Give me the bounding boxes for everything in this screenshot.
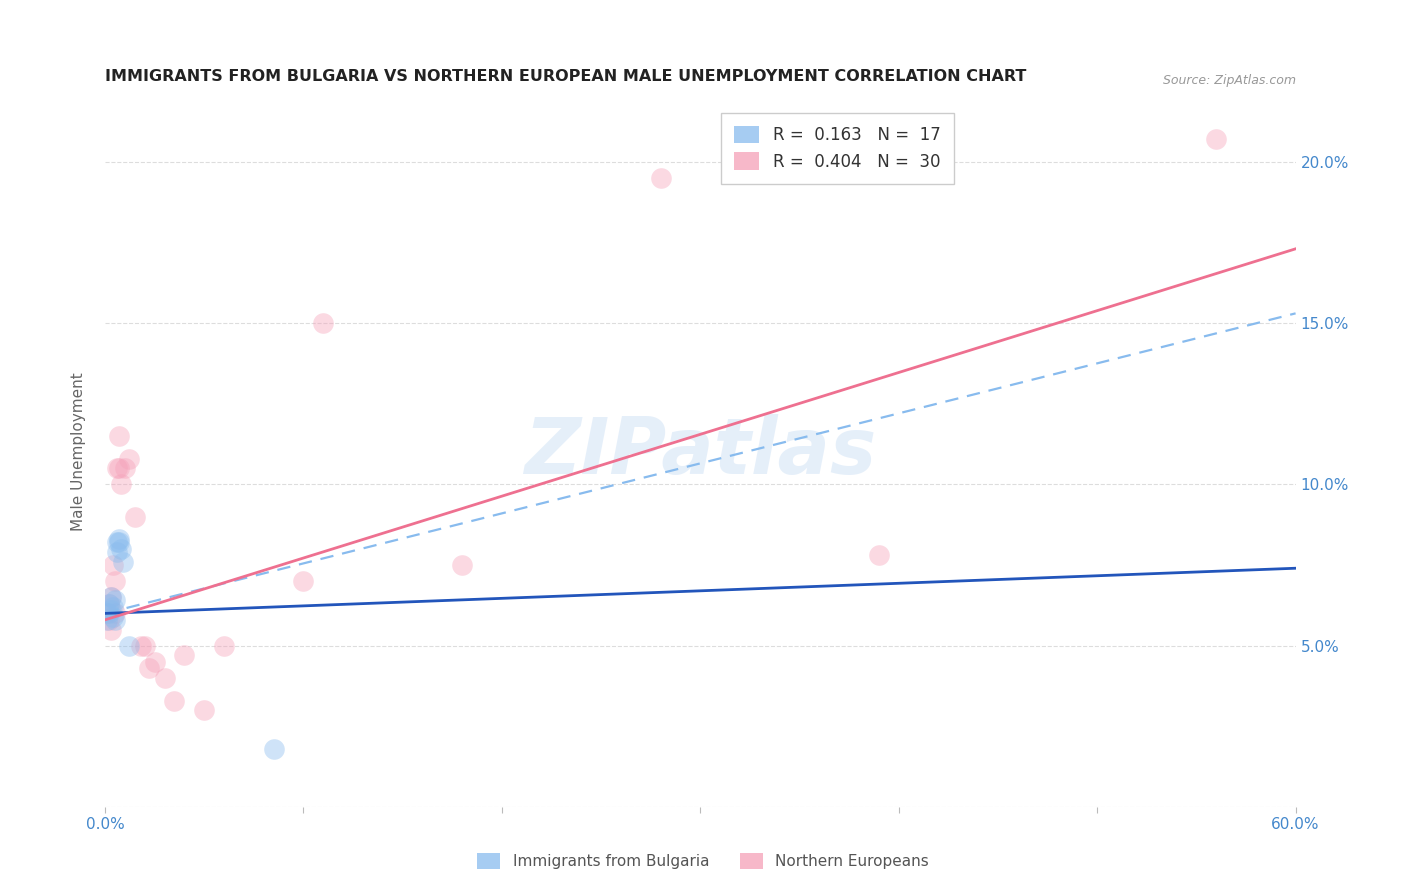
Point — [212, 639, 235, 653]
Text: Source: ZipAtlas.com: Source: ZipAtlas.com — [1163, 73, 1295, 87]
Point — [1205, 132, 1227, 146]
Point — [96, 613, 118, 627]
Point — [101, 558, 124, 572]
Point — [650, 170, 672, 185]
Point — [104, 574, 127, 589]
Legend: Immigrants from Bulgaria, Northern Europeans: Immigrants from Bulgaria, Northern Europ… — [471, 847, 935, 875]
Point — [100, 591, 122, 605]
Point — [96, 607, 118, 621]
Text: IMMIGRANTS FROM BULGARIA VS NORTHERN EUROPEAN MALE UNEMPLOYMENT CORRELATION CHAR: IMMIGRANTS FROM BULGARIA VS NORTHERN EUR… — [105, 69, 1026, 84]
Point — [101, 599, 124, 614]
Point — [173, 648, 195, 663]
Point — [100, 603, 122, 617]
Point — [110, 541, 132, 556]
Point — [153, 671, 176, 685]
Point — [451, 558, 474, 572]
Point — [114, 461, 136, 475]
Point — [163, 693, 186, 707]
Text: ZIPatlas: ZIPatlas — [524, 414, 876, 490]
Point — [868, 549, 890, 563]
Point — [100, 591, 122, 605]
Point — [105, 535, 128, 549]
Y-axis label: Male Unemployment: Male Unemployment — [72, 373, 86, 532]
Point — [129, 639, 152, 653]
Legend: R =  0.163   N =  17, R =  0.404   N =  30: R = 0.163 N = 17, R = 0.404 N = 30 — [721, 112, 953, 184]
Point — [118, 451, 141, 466]
Point — [97, 597, 120, 611]
Point — [138, 661, 160, 675]
Point — [105, 545, 128, 559]
Point — [110, 477, 132, 491]
Point — [193, 703, 215, 717]
Point — [143, 655, 166, 669]
Point — [104, 607, 127, 621]
Point — [108, 535, 131, 549]
Point — [97, 613, 120, 627]
Point — [108, 461, 131, 475]
Point — [97, 607, 120, 621]
Point — [108, 429, 131, 443]
Point — [97, 597, 120, 611]
Point — [108, 532, 131, 546]
Point — [111, 555, 134, 569]
Point — [118, 639, 141, 653]
Point — [263, 742, 285, 756]
Point — [104, 613, 127, 627]
Point — [134, 639, 156, 653]
Point — [292, 574, 315, 589]
Point — [104, 593, 127, 607]
Point — [100, 623, 122, 637]
Point — [105, 461, 128, 475]
Point — [312, 316, 335, 330]
Point — [124, 509, 146, 524]
Point — [101, 609, 124, 624]
